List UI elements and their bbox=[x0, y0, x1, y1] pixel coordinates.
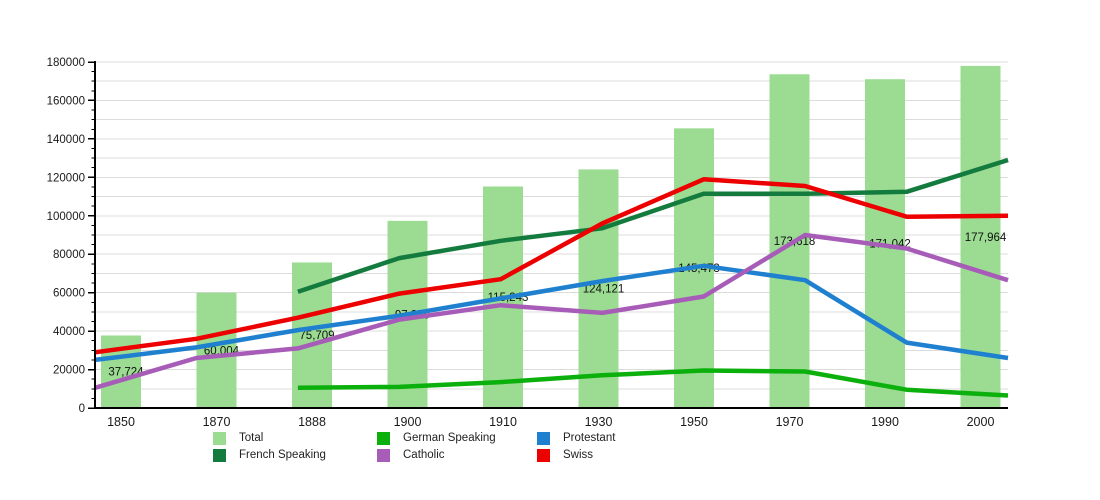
legend-swatch bbox=[213, 431, 226, 445]
legend-item-protestant: Protestant bbox=[537, 431, 707, 445]
y-tick-label-60000: 60000 bbox=[53, 288, 85, 300]
y-tick-label-80000: 80000 bbox=[53, 249, 85, 261]
legend-item-catholic: Catholic bbox=[377, 448, 537, 462]
legend-label: Protestant bbox=[563, 432, 616, 444]
legend-label: Total bbox=[239, 432, 264, 444]
x-tick-label-2000: 2000 bbox=[967, 415, 995, 429]
y-tick-label-100000: 100000 bbox=[47, 211, 85, 223]
legend-label: German Speaking bbox=[403, 432, 496, 444]
legend-swatch bbox=[537, 448, 550, 462]
x-tick-label-1900: 1900 bbox=[394, 415, 422, 429]
bar-1870 bbox=[196, 292, 237, 408]
x-tick-label-1950: 1950 bbox=[680, 415, 708, 429]
bar-1970 bbox=[769, 74, 810, 408]
x-tick-label-1970: 1970 bbox=[776, 415, 804, 429]
bar-label-2000: 177,964 bbox=[965, 232, 1007, 244]
legend-item-french-speaking: French Speaking bbox=[213, 448, 377, 462]
line-german-speaking bbox=[297, 368, 1009, 398]
line-catholic bbox=[94, 232, 1009, 390]
x-tick-label-1888: 1888 bbox=[298, 415, 326, 429]
legend-label: French Speaking bbox=[239, 449, 326, 461]
y-tick-label-0: 0 bbox=[79, 403, 85, 415]
line-french-speaking bbox=[297, 157, 1009, 294]
y-tick-label-140000: 140000 bbox=[47, 134, 85, 146]
bar-1930 bbox=[578, 169, 619, 408]
x-tick-label-1930: 1930 bbox=[585, 415, 613, 429]
y-tick-label-20000: 20000 bbox=[53, 365, 85, 377]
x-tick-label-1870: 1870 bbox=[203, 415, 231, 429]
legend-label: Catholic bbox=[403, 449, 445, 461]
legend-label: Swiss bbox=[563, 449, 594, 461]
legend-swatch bbox=[537, 431, 550, 445]
bar-label-1930: 124,121 bbox=[583, 284, 625, 296]
legend-swatch bbox=[377, 448, 390, 462]
chart-legend: Total German Speaking Protestant French Spe… bbox=[213, 431, 707, 462]
legend-item-total: Total bbox=[213, 431, 377, 445]
legend-swatch bbox=[377, 431, 390, 445]
x-tick-label-1910: 1910 bbox=[489, 415, 517, 429]
legend-item-german-speaking: German Speaking bbox=[377, 431, 537, 445]
y-tick-label-180000: 180000 bbox=[47, 57, 85, 69]
y-tick-label-160000: 160000 bbox=[47, 95, 85, 107]
x-tick-label-1990: 1990 bbox=[871, 415, 899, 429]
line-swiss bbox=[94, 177, 1009, 355]
y-tick-label-120000: 120000 bbox=[47, 172, 85, 184]
y-tick-label-40000: 40000 bbox=[53, 326, 85, 338]
legend-swatch bbox=[213, 448, 226, 462]
legend-item-swiss: Swiss bbox=[537, 448, 707, 462]
x-tick-label-1850: 1850 bbox=[107, 415, 135, 429]
line-protestant bbox=[94, 263, 1009, 363]
